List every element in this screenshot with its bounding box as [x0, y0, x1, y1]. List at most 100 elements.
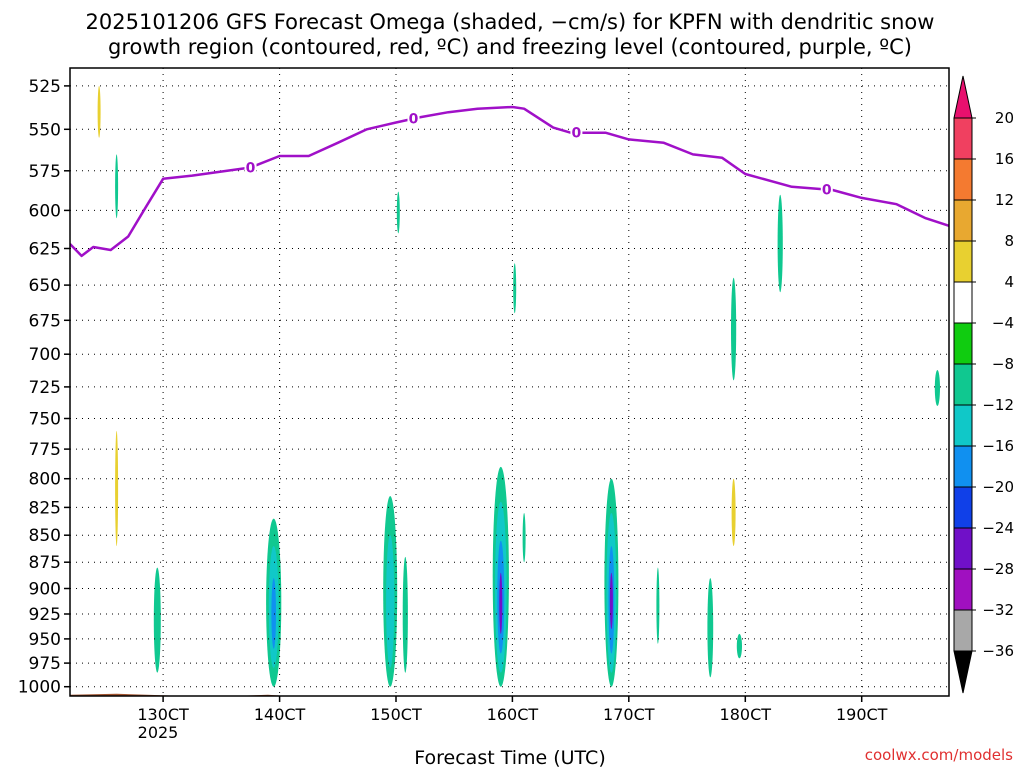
freezing-label-bg-1 [407, 110, 420, 126]
x-tick-label-0: 130CT [137, 705, 189, 724]
x-tick-label-2: 150CT [370, 705, 422, 724]
colorbar-bottom-arrow [953, 650, 973, 694]
colorbar-label-13: −36 [982, 642, 1014, 660]
freezing-label-bg-2 [570, 124, 583, 140]
omega-region-1 [155, 614, 159, 644]
colorbar-label-2: 12 [995, 191, 1014, 209]
omega-shading [86, 68, 941, 687]
chart-title-line-1: 2025101206 GFS Forecast Omega (shaded, −… [86, 10, 935, 34]
colorbar-swatch-6 [953, 363, 973, 406]
colorbar-swatch-10 [953, 527, 973, 570]
y-tick-label-19: 1000 [18, 678, 61, 698]
omega-region-25 [115, 154, 119, 219]
y-tick-label-3: 600 [29, 201, 61, 221]
y-axis-ticks: 525 550 575 600 625 650 675 700 725 750 775 800 825 8… [18, 77, 70, 698]
y-tick-label-18: 975 [29, 654, 61, 674]
x-year-label: 2025 [138, 723, 179, 742]
omega-region-34 [208, 248, 212, 286]
colorbar-label-12: −32 [982, 601, 1014, 619]
omega-region-11 [499, 572, 503, 635]
omega-region-31 [97, 85, 101, 138]
x-axis-ticks: 130CT 140CT 150CT 160CT 170CT 180CT 190CT [137, 696, 888, 724]
colorbar-label-7: −12 [982, 396, 1014, 414]
omega-region-35 [503, 367, 510, 473]
freezing-label-0: 0 [246, 161, 256, 177]
omega-region-29 [115, 430, 119, 547]
colorbar-swatch-11 [953, 568, 973, 611]
omega-region-21 [777, 194, 783, 293]
y-tick-label-0: 525 [29, 77, 61, 97]
x-tick-label-6: 190CT [836, 705, 888, 724]
y-tick-label-14: 875 [29, 553, 61, 573]
colorbar-label-5: −4 [992, 314, 1014, 332]
omega-region-4 [271, 578, 277, 649]
freezing-label-bg-3 [820, 181, 833, 197]
y-tick-label-12: 825 [29, 498, 61, 518]
omega-region-28 [86, 367, 89, 479]
omega-region-36 [608, 373, 615, 479]
omega-region-24 [396, 191, 400, 234]
omega-region-18 [707, 578, 714, 678]
freezing-label-2: 0 [572, 126, 582, 142]
omega-region-17 [656, 567, 660, 644]
freezing-label-1: 0 [409, 112, 419, 128]
gridlines [70, 68, 949, 696]
y-tick-label-5: 650 [29, 276, 61, 296]
colorbar-label-11: −28 [982, 560, 1014, 578]
x-tick-label-3: 160CT [487, 705, 539, 724]
colorbar-swatch-3 [953, 240, 973, 283]
omega-region-16 [609, 572, 613, 630]
colorbar-swatch-5 [953, 322, 973, 365]
colorbar-swatch-0 [953, 117, 973, 160]
plot-background [70, 68, 949, 696]
colorbar-label-1: 16 [995, 150, 1014, 168]
colorbar-swatch-4 [953, 281, 973, 324]
freezing-label-bg-0 [244, 159, 257, 175]
y-tick-label-7: 700 [29, 345, 61, 365]
y-tick-label-9: 750 [29, 410, 61, 430]
y-tick-label-2: 575 [29, 162, 61, 182]
y-tick-label-1: 550 [29, 120, 61, 140]
freezing-level-line [70, 105, 949, 258]
colorbar-swatch-8 [953, 445, 973, 488]
omega-region-38 [731, 478, 736, 547]
x-tick-label-4: 170CT [603, 705, 655, 724]
omega-region-40 [841, 556, 848, 615]
omega-region-22 [934, 370, 941, 406]
y-tick-label-16: 925 [29, 605, 61, 625]
chart-title-line-2: growth region (contoured, red, ºC) and f… [108, 35, 912, 59]
y-tick-label-13: 850 [29, 526, 61, 546]
x-tick-label-1: 140CT [254, 705, 306, 724]
plot-frame [69, 67, 950, 697]
colorbar-swatch-7 [953, 404, 973, 447]
omega-region-33 [219, 103, 223, 155]
colorbar-swatch-2 [953, 199, 973, 242]
colorbar-swatch-9 [953, 486, 973, 529]
y-tick-label-10: 775 [29, 440, 61, 460]
x-tick-label-5: 180CT [720, 705, 772, 724]
colorbar-label-3: 8 [1004, 232, 1014, 250]
omega-region-7 [402, 556, 408, 673]
credit-text: coolwx.com/models [865, 746, 1013, 764]
omega-region-6 [386, 535, 395, 668]
colorbar-swatch-12 [953, 609, 973, 652]
omega-region-23 [513, 263, 517, 314]
colorbar-top-arrow [953, 75, 973, 119]
omega-region-39 [829, 524, 836, 649]
omega-region-27 [130, 327, 134, 456]
colorbar: 20 16 12 8 4 −4 −8 −12 −16 −20 −24 −28 −32 −36 [953, 75, 1014, 694]
y-tick-label-8: 725 [29, 378, 61, 398]
colorbar-label-10: −24 [982, 519, 1014, 537]
colorbar-label-8: −16 [982, 437, 1014, 455]
freezing-label-3: 0 [822, 183, 832, 199]
colorbar-label-9: −20 [982, 478, 1014, 496]
colorbar-swatch-1 [953, 158, 973, 201]
colorbar-label-6: −8 [992, 355, 1014, 373]
y-tick-label-15: 900 [29, 580, 61, 600]
y-tick-label-11: 800 [29, 470, 61, 490]
omega-region-19 [731, 277, 737, 381]
omega-region-20 [736, 633, 743, 659]
y-tick-label-17: 950 [29, 630, 61, 650]
colorbar-label-0: 20 [995, 109, 1014, 127]
